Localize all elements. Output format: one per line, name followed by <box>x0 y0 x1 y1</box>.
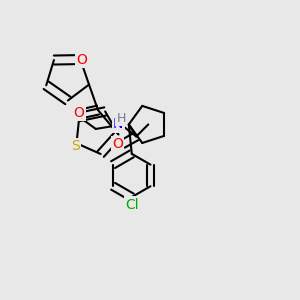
Text: Cl: Cl <box>125 197 139 212</box>
Text: H: H <box>117 112 126 125</box>
Text: O: O <box>74 106 85 120</box>
Text: O: O <box>76 52 87 67</box>
Text: O: O <box>112 137 123 151</box>
Text: S: S <box>70 139 80 153</box>
Text: N: N <box>113 117 124 131</box>
